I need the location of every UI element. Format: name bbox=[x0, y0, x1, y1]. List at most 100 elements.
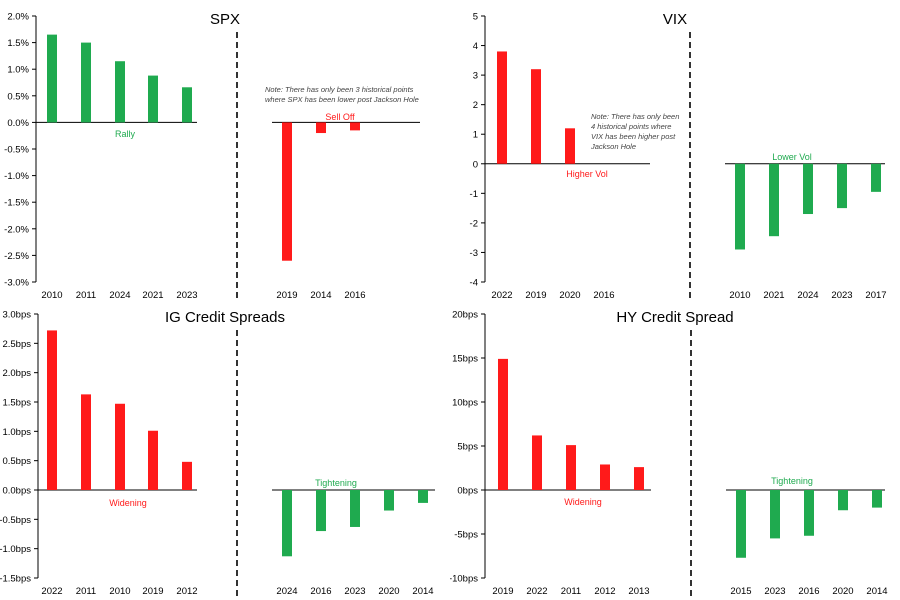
vix-bar-2022 bbox=[497, 51, 507, 164]
ig-category-label: 2010 bbox=[109, 586, 130, 597]
ig-y-tick-label: -1.5bps bbox=[0, 574, 31, 585]
hy-category-label: 2020 bbox=[832, 586, 853, 597]
ig-category-label: 2016 bbox=[310, 586, 331, 597]
spx-y-tick-label: -1.0% bbox=[4, 171, 29, 182]
spx-category-label: 2019 bbox=[276, 290, 297, 300]
vix-chart-svg: VIX 5 4 3 2 1 0 -1 -2 -3 -4 2022 2019 2020 2016 Higher … bbox=[470, 11, 887, 300]
hy-bar-2023 bbox=[770, 490, 780, 539]
vix-y-tick-label: 2 bbox=[473, 100, 478, 111]
spx-y-tick-label: -0.5% bbox=[4, 145, 29, 156]
vix-note-line: Note: There has only been bbox=[591, 112, 679, 121]
vix-category-label: 2019 bbox=[525, 290, 546, 300]
ig-y-tick-label: 0.5bps bbox=[2, 456, 31, 467]
spx-category-label: 2014 bbox=[310, 290, 331, 300]
vix-note-line: VIX has been higher post bbox=[591, 132, 676, 141]
hy-bar-2011 bbox=[566, 445, 576, 490]
spx-category-label: 2016 bbox=[344, 290, 365, 300]
ig-y-tick-label: 0.0bps bbox=[2, 486, 31, 497]
ig-category-label: 2024 bbox=[276, 586, 297, 597]
vix-y-tick-label: 0 bbox=[473, 159, 478, 170]
ig-category-label: 2014 bbox=[412, 586, 433, 597]
vix-y-tick-label: 5 bbox=[473, 12, 478, 23]
vix-right-group-label: Lower Vol bbox=[772, 152, 812, 162]
hy-bar-2019 bbox=[498, 358, 508, 490]
hy-credit-spread-chart-panel: HY Credit Spread 20bps 15bps 10bps 5bps 0bps -… bbox=[450, 300, 900, 600]
spx-note-line: Note: There has only been 3 historical p… bbox=[265, 85, 414, 94]
ig-left-group-label: Widening bbox=[109, 498, 147, 508]
spx-chart-panel: SPX 2.0% 1.5% 1.0% 0.5% 0.0% -0.5% -1.0% -1.5% -2… bbox=[0, 0, 450, 300]
hy-category-label: 2019 bbox=[492, 586, 513, 597]
hy-bar-2022 bbox=[532, 435, 542, 490]
spx-y-tick-label: -3.0% bbox=[4, 278, 29, 289]
vix-y-tick-label: 4 bbox=[473, 41, 478, 52]
spx-note-line: where SPX has been lower post Jackson Ho… bbox=[265, 95, 419, 104]
ig-y-tick-label: -0.5bps bbox=[0, 515, 31, 526]
ig-category-label: 2012 bbox=[176, 586, 197, 597]
hy-bar-2014 bbox=[872, 490, 882, 508]
hy-category-label: 2012 bbox=[594, 586, 615, 597]
vix-note-line: Jackson Hole bbox=[590, 142, 636, 151]
hy-bar-2012 bbox=[600, 464, 610, 490]
hy-y-tick-label: 10bps bbox=[452, 398, 478, 409]
ig-bar-2016 bbox=[316, 490, 326, 532]
vix-y-tick-label: -4 bbox=[470, 278, 478, 289]
hy-bar-2013 bbox=[634, 467, 644, 490]
hy-bar-2015 bbox=[736, 490, 746, 558]
vix-y-tick-label: 1 bbox=[473, 130, 478, 141]
ig-y-tick-label: 2.5bps bbox=[2, 339, 31, 350]
ig-credit-spreads-chart-panel: IG Credit Spreads 3.0bps 2.5bps 2.0bps 1.5bp… bbox=[0, 300, 450, 600]
hy-chart-title: HY Credit Spread bbox=[616, 309, 733, 326]
vix-bar-2017 bbox=[871, 163, 881, 192]
hy-bar-2020 bbox=[838, 490, 848, 511]
spx-chart-title: SPX bbox=[210, 11, 240, 28]
ig-y-tick-label: 1.0bps bbox=[2, 427, 31, 438]
spx-bar-2021 bbox=[148, 75, 158, 123]
vix-category-label: 2017 bbox=[865, 290, 886, 300]
vix-bar-2024 bbox=[803, 163, 813, 215]
spx-y-tick-label: -1.5% bbox=[4, 198, 29, 209]
spx-right-group-label: Sell Off bbox=[325, 112, 355, 122]
ig-bar-2022 bbox=[47, 330, 57, 490]
vix-y-tick-label: -2 bbox=[470, 218, 478, 229]
ig-y-tick-label: 1.5bps bbox=[2, 398, 31, 409]
hy-y-tick-label: 15bps bbox=[452, 354, 478, 365]
ig-bar-2019 bbox=[148, 430, 158, 490]
vix-bar-2010 bbox=[735, 163, 745, 250]
hy-category-label: 2014 bbox=[866, 586, 887, 597]
ig-chart-svg: IG Credit Spreads 3.0bps 2.5bps 2.0bps 1.5bp… bbox=[0, 309, 435, 600]
ig-bar-2020 bbox=[384, 490, 394, 511]
vix-bar-2019 bbox=[531, 69, 541, 164]
vix-category-label: 2021 bbox=[763, 290, 784, 300]
vix-bar-2023 bbox=[837, 163, 847, 209]
hy-category-label: 2023 bbox=[764, 586, 785, 597]
ig-bar-2024 bbox=[282, 490, 292, 557]
vix-category-label: 2024 bbox=[797, 290, 818, 300]
ig-y-tick-label: 2.0bps bbox=[2, 368, 31, 379]
spx-category-label: 2021 bbox=[142, 290, 163, 300]
hy-y-tick-label: 0bps bbox=[457, 486, 478, 497]
vix-category-label: 2010 bbox=[729, 290, 750, 300]
vix-category-label: 2016 bbox=[593, 290, 614, 300]
ig-category-label: 2022 bbox=[41, 586, 62, 597]
ig-category-label: 2019 bbox=[142, 586, 163, 597]
ig-y-tick-label: -1.0bps bbox=[0, 544, 31, 555]
vix-category-label: 2022 bbox=[491, 290, 512, 300]
spx-bar-2024 bbox=[115, 61, 125, 123]
spx-y-tick-label: 2.0% bbox=[7, 12, 29, 23]
ig-category-label: 2023 bbox=[344, 586, 365, 597]
spx-bar-2010 bbox=[47, 34, 57, 123]
vix-y-tick-label: 3 bbox=[473, 71, 478, 82]
ig-bar-2014 bbox=[418, 490, 428, 503]
hy-category-label: 2015 bbox=[730, 586, 751, 597]
spx-bar-2023 bbox=[182, 87, 192, 123]
spx-category-label: 2023 bbox=[176, 290, 197, 300]
spx-bar-2011 bbox=[81, 42, 91, 123]
ig-y-tick-label: 3.0bps bbox=[2, 310, 31, 321]
ig-category-label: 2020 bbox=[378, 586, 399, 597]
ig-bar-2023 bbox=[350, 490, 360, 527]
vix-chart-title: VIX bbox=[663, 11, 687, 28]
ig-bar-2011 bbox=[81, 394, 91, 490]
spx-category-label: 2011 bbox=[76, 290, 96, 300]
vix-note-line: 4 historical points where bbox=[591, 122, 671, 131]
hy-y-tick-label: -5bps bbox=[454, 530, 478, 541]
